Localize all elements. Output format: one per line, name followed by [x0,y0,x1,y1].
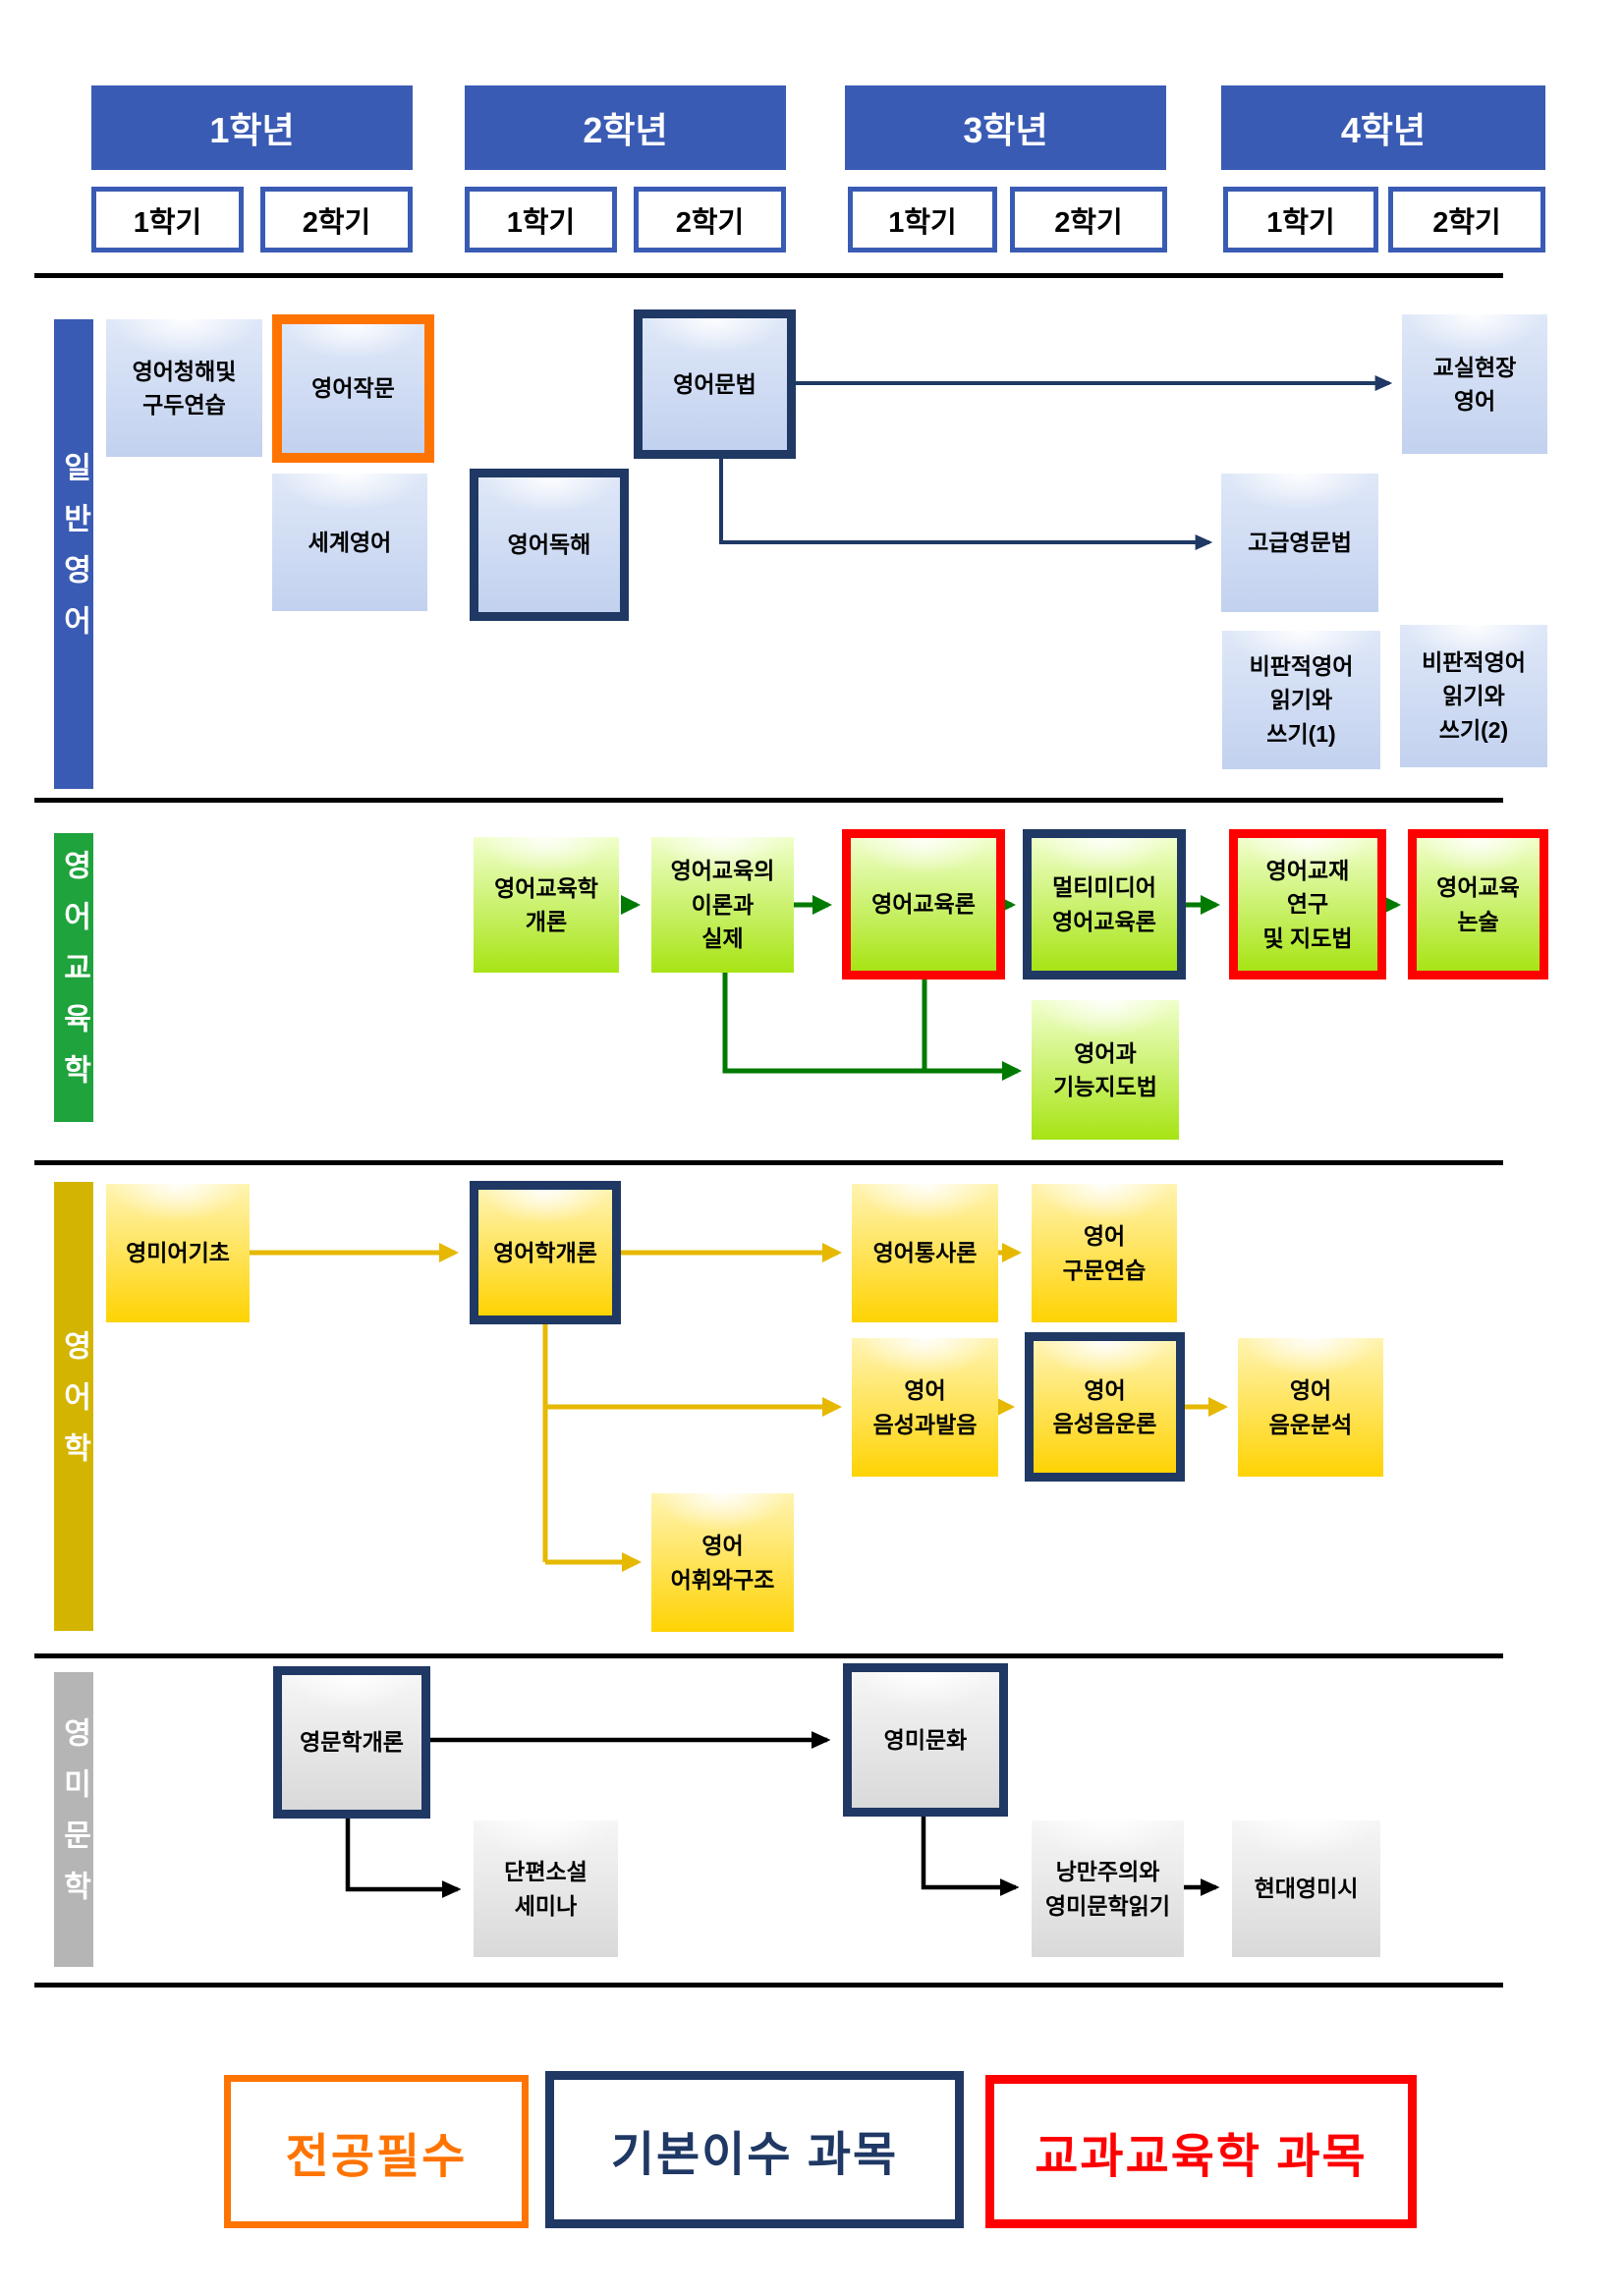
course-box-skills-teaching: 영어과 기능지도법 [1032,1000,1179,1140]
course-box-structure-practice: 영어 구문연습 [1032,1184,1177,1322]
course-box-materials-teaching: 영어교재 연구 및 지도법 [1229,829,1386,980]
legend-major-required: 전공필수 [224,2075,529,2228]
semester-header-1-1: 1학기 [91,187,244,252]
section-bar-english-literature: 영미문학 [54,1672,93,1967]
section-bar-general-english: 일반영어 [54,319,93,789]
course-box-advanced-grammar: 고급영문법 [1221,474,1378,612]
semester-header-3-2: 2학기 [1010,187,1167,252]
course-box-edu-intro: 영어교육학 개론 [474,837,619,973]
year-header-4: 4학년 [1221,85,1545,170]
course-box-classroom-english: 교실현장 영어 [1402,314,1547,454]
course-box-lexicon-structure: 영어 어휘와구조 [651,1493,794,1632]
semester-header-2-2: 2학기 [634,187,786,252]
course-box-edu-theory-practice: 영어교육의 이론과 실제 [651,837,794,973]
semester-header-1-2: 2학기 [260,187,413,252]
semester-header-4-1: 1학기 [1223,187,1378,252]
course-box-multimedia-edu: 멀티미디어 영어교육론 [1023,829,1186,980]
course-box-listening: 영어청해및 구두연습 [106,319,262,457]
separator-line [34,1653,1503,1658]
semester-header-4-2: 2학기 [1388,187,1545,252]
course-box-eng-basics: 영미어기초 [106,1184,250,1322]
separator-line [34,1983,1503,1988]
year-header-1: 1학년 [91,85,413,170]
course-box-phonology: 영어 음성음운론 [1025,1332,1185,1482]
semester-header-3-1: 1학기 [848,187,997,252]
year-header-3: 3학년 [845,85,1166,170]
section-bar-english-education: 영어교육학 [54,833,93,1122]
course-box-phonetics: 영어 음성과발음 [852,1338,998,1477]
separator-line [34,273,1503,278]
section-bar-english-linguistics: 영어학 [54,1182,93,1631]
legend-basic-completion: 기본이수 과목 [545,2071,964,2228]
course-box-reading: 영어독해 [470,469,629,621]
course-box-world-english: 세계영어 [272,474,427,611]
course-box-syntax: 영어통사론 [852,1184,998,1322]
course-box-critical-rw2: 비판적영어 읽기와 쓰기(2) [1400,625,1547,767]
course-box-edu-essay: 영어교육 논술 [1408,829,1548,980]
course-box-culture: 영미문화 [843,1663,1008,1817]
course-box-critical-rw1: 비판적영어 읽기와 쓰기(1) [1222,631,1380,769]
course-box-writing: 영어작문 [272,314,434,463]
semester-header-2-1: 1학기 [465,187,617,252]
separator-line [34,798,1503,803]
course-box-ling-intro: 영어학개론 [470,1181,621,1324]
course-box-lit-intro: 영문학개론 [273,1666,430,1819]
year-header-2: 2학년 [465,85,786,170]
course-box-edu-methodology: 영어교육론 [842,829,1005,980]
legend-subject-pedagogy: 교과교육학 과목 [985,2075,1417,2228]
course-box-modern-poetry: 현대영미시 [1232,1820,1380,1957]
course-box-grammar: 영어문법 [634,309,796,459]
course-box-short-fiction: 단편소설 세미나 [474,1820,618,1957]
course-box-phonological-analysis: 영어 음운분석 [1238,1338,1383,1477]
course-box-romanticism-reading: 낭만주의와 영미문학읽기 [1032,1820,1184,1957]
separator-line [34,1160,1503,1165]
